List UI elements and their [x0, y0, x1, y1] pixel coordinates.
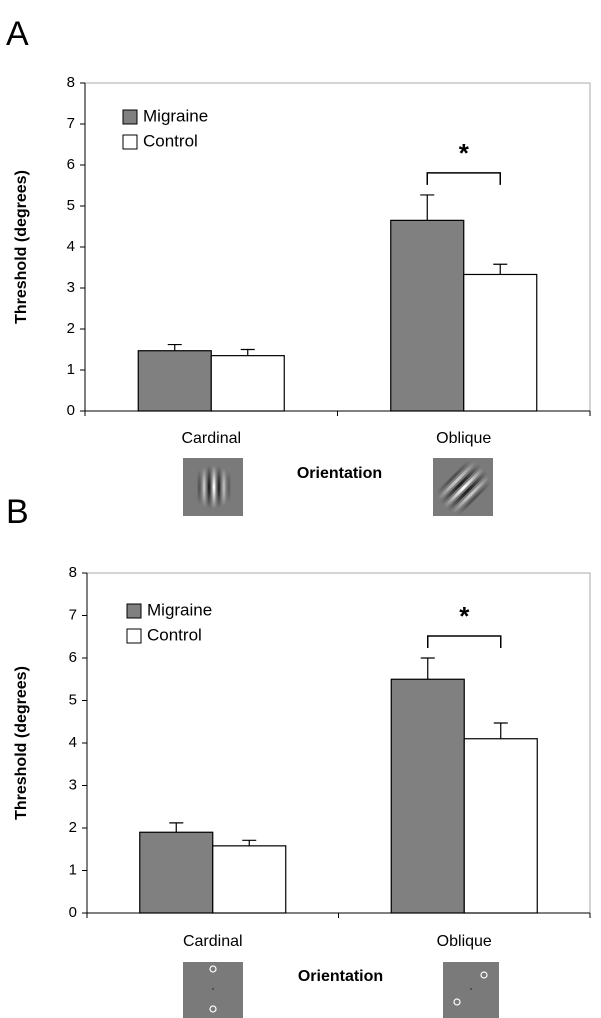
y-tick-label: 2	[67, 320, 75, 337]
significance-bracket	[427, 173, 500, 185]
error-bar	[493, 264, 507, 274]
x-axis-title: Orientation	[297, 465, 382, 482]
y-tick-label: 3	[67, 279, 75, 296]
legend-label: Migraine	[147, 600, 212, 619]
legend-swatch	[123, 135, 137, 149]
error-bar	[241, 350, 255, 356]
legend-swatch	[127, 629, 141, 643]
panel-label: B	[6, 493, 29, 531]
error-bar	[494, 723, 508, 739]
legend-label: Control	[143, 131, 198, 150]
y-tick-label: 3	[69, 776, 77, 793]
figure: A 0 1 2 3 4 5 6 7 8 Threshold (degrees) Orientation…	[0, 0, 601, 1018]
error-bar	[421, 658, 435, 679]
stimulus-oblique-b	[443, 962, 499, 1018]
legend-label: Migraine	[143, 106, 208, 125]
y-tick-label: 4	[67, 238, 75, 255]
bar	[138, 351, 211, 411]
y-tick-label: 2	[69, 819, 77, 836]
y-tick-label: 5	[67, 197, 75, 214]
legend-swatch	[127, 604, 141, 618]
legend-label: Control	[147, 625, 202, 644]
error-bar	[420, 195, 434, 220]
bar	[211, 356, 284, 411]
bar	[213, 846, 286, 913]
y-tick-label: 1	[67, 361, 75, 378]
significance-label: *	[459, 138, 470, 168]
y-axis-title: Threshold (degrees)	[13, 666, 30, 820]
y-tick-label: 6	[67, 156, 75, 173]
error-bar	[242, 840, 256, 846]
significance-label: *	[459, 601, 470, 631]
y-tick-label: 1	[69, 861, 77, 878]
legend-swatch	[123, 110, 137, 124]
y-tick-label: 8	[69, 564, 77, 581]
panel-label: A	[6, 15, 29, 53]
x-axis-title: Orientation	[298, 968, 383, 985]
bar	[464, 739, 537, 913]
y-tick-label: 4	[69, 734, 77, 751]
y-axis-title: Threshold (degrees)	[13, 170, 30, 324]
y-tick-label: 6	[69, 649, 77, 666]
y-tick-label: 7	[69, 606, 77, 623]
x-tick-label: Cardinal	[181, 430, 241, 447]
significance-bracket	[428, 636, 501, 648]
x-tick-label: Cardinal	[183, 933, 243, 950]
x-tick-label: Oblique	[436, 430, 491, 447]
y-tick-label: 0	[69, 904, 77, 921]
bar	[391, 679, 464, 913]
y-tick-label: 0	[67, 402, 75, 419]
stimulus-oblique-a	[427, 451, 501, 525]
bar	[391, 220, 464, 411]
stimulus-cardinal-a	[183, 458, 243, 516]
stimulus-cardinal-b	[183, 962, 243, 1018]
bar	[140, 832, 213, 913]
y-tick-label: 5	[69, 691, 77, 708]
error-bar	[168, 345, 182, 351]
y-tick-label: 7	[67, 115, 75, 132]
x-tick-label: Oblique	[437, 933, 492, 950]
error-bar	[169, 823, 183, 832]
y-tick-label: 8	[67, 74, 75, 91]
bar	[464, 274, 537, 411]
